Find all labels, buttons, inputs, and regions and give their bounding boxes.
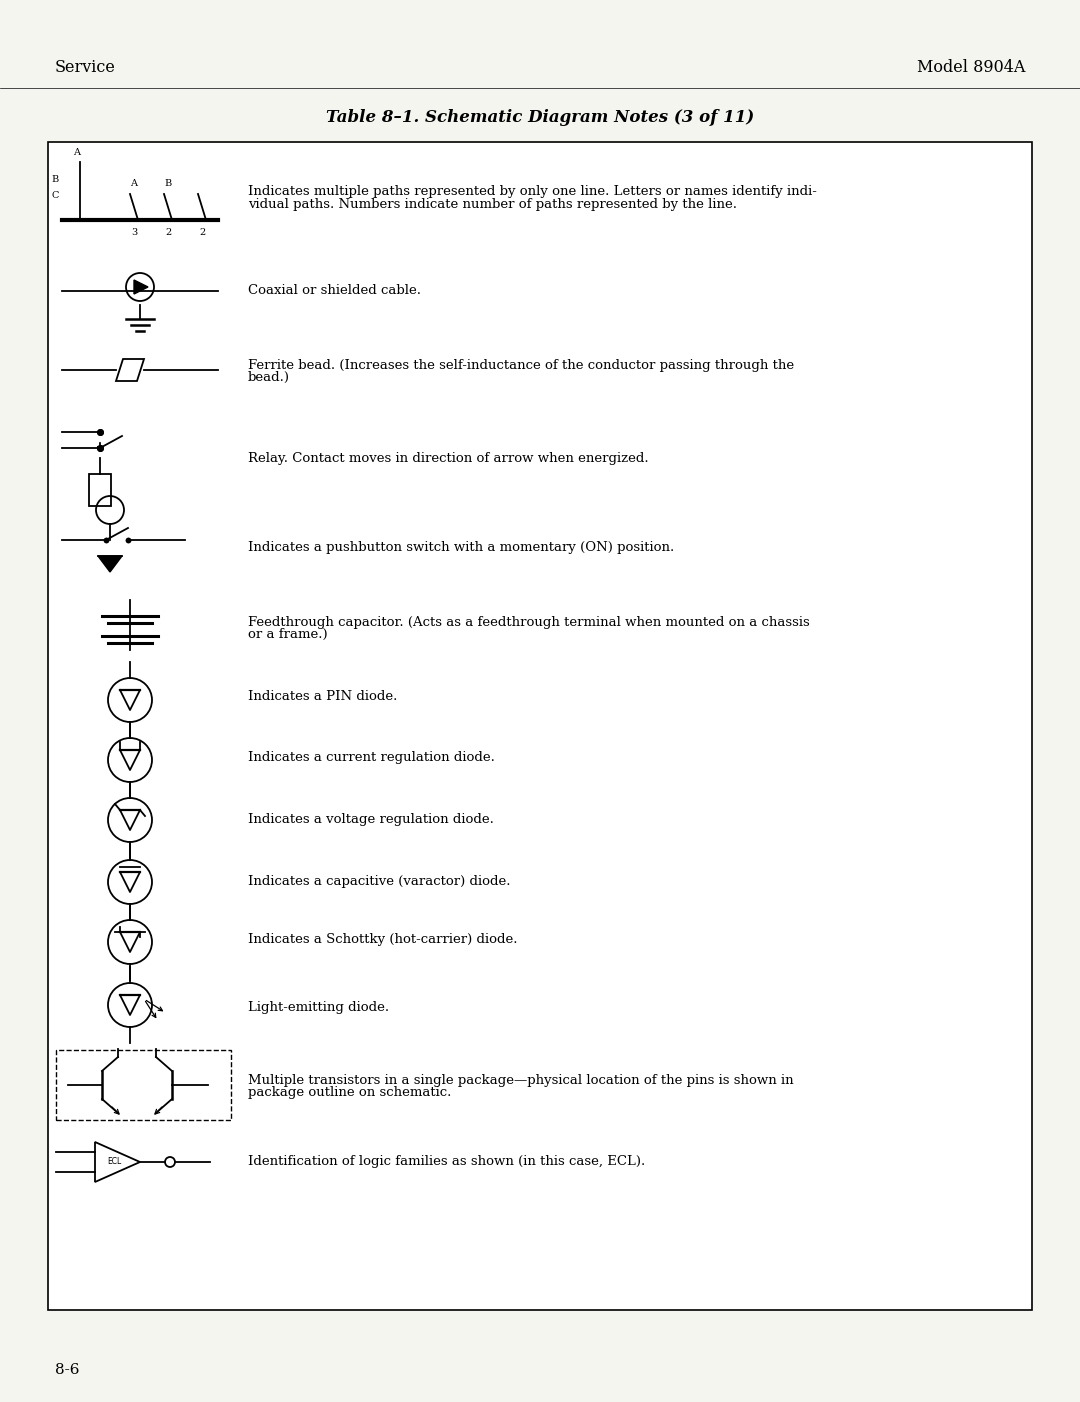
Text: Service: Service: [55, 59, 116, 77]
Text: Indicates a capacitive (varactor) diode.: Indicates a capacitive (varactor) diode.: [248, 875, 511, 887]
Text: Indicates a Schottky (hot-carrier) diode.: Indicates a Schottky (hot-carrier) diode…: [248, 934, 517, 946]
Text: ECL: ECL: [107, 1158, 121, 1166]
Polygon shape: [134, 280, 148, 294]
Text: Relay. Contact moves in direction of arrow when energized.: Relay. Contact moves in direction of arr…: [248, 451, 649, 465]
Text: C: C: [52, 192, 58, 200]
Text: Indicates a current regulation diode.: Indicates a current regulation diode.: [248, 751, 495, 764]
Text: Indicates a pushbutton switch with a momentary (ON) position.: Indicates a pushbutton switch with a mom…: [248, 541, 674, 555]
Circle shape: [126, 273, 154, 301]
Text: 2: 2: [165, 229, 171, 237]
Polygon shape: [98, 557, 122, 572]
Polygon shape: [95, 1143, 140, 1182]
Text: Multiple transistors in a single package—physical location of the pins is shown : Multiple transistors in a single package…: [248, 1074, 794, 1087]
Text: B: B: [164, 179, 172, 188]
Text: Indicates a PIN diode.: Indicates a PIN diode.: [248, 691, 397, 704]
Text: Indicates a voltage regulation diode.: Indicates a voltage regulation diode.: [248, 813, 494, 826]
Text: package outline on schematic.: package outline on schematic.: [248, 1087, 451, 1099]
Bar: [89, 474, 111, 506]
Text: vidual paths. Numbers indicate number of paths represented by the line.: vidual paths. Numbers indicate number of…: [248, 198, 737, 210]
Text: Ferrite bead. (Increases the self-inductance of the conductor passing through th: Ferrite bead. (Increases the self-induct…: [248, 359, 794, 372]
Text: bead.): bead.): [248, 372, 291, 384]
Text: Feedthrough capacitor. (Acts as a feedthrough terminal when mounted on a chassis: Feedthrough capacitor. (Acts as a feedth…: [248, 615, 810, 628]
Text: Indicates multiple paths represented by only one line. Letters or names identify: Indicates multiple paths represented by …: [248, 185, 816, 198]
Text: Table 8–1. Schematic Diagram Notes (3 of 11): Table 8–1. Schematic Diagram Notes (3 of…: [326, 109, 754, 126]
Bar: [56, 1050, 231, 1120]
Text: 3: 3: [131, 229, 137, 237]
Text: Identification of logic families as shown (in this case, ECL).: Identification of logic families as show…: [248, 1155, 645, 1168]
Text: Model 8904A: Model 8904A: [917, 59, 1025, 77]
Text: or a frame.): or a frame.): [248, 628, 327, 641]
Text: Coaxial or shielded cable.: Coaxial or shielded cable.: [248, 285, 421, 297]
Text: Light-emitting diode.: Light-emitting diode.: [248, 1001, 389, 1014]
Text: 2: 2: [199, 229, 205, 237]
Text: 8-6: 8-6: [55, 1363, 80, 1377]
Text: A: A: [131, 179, 137, 188]
Bar: [48, 142, 1032, 1309]
Text: A: A: [73, 149, 81, 157]
Text: B: B: [52, 175, 58, 185]
